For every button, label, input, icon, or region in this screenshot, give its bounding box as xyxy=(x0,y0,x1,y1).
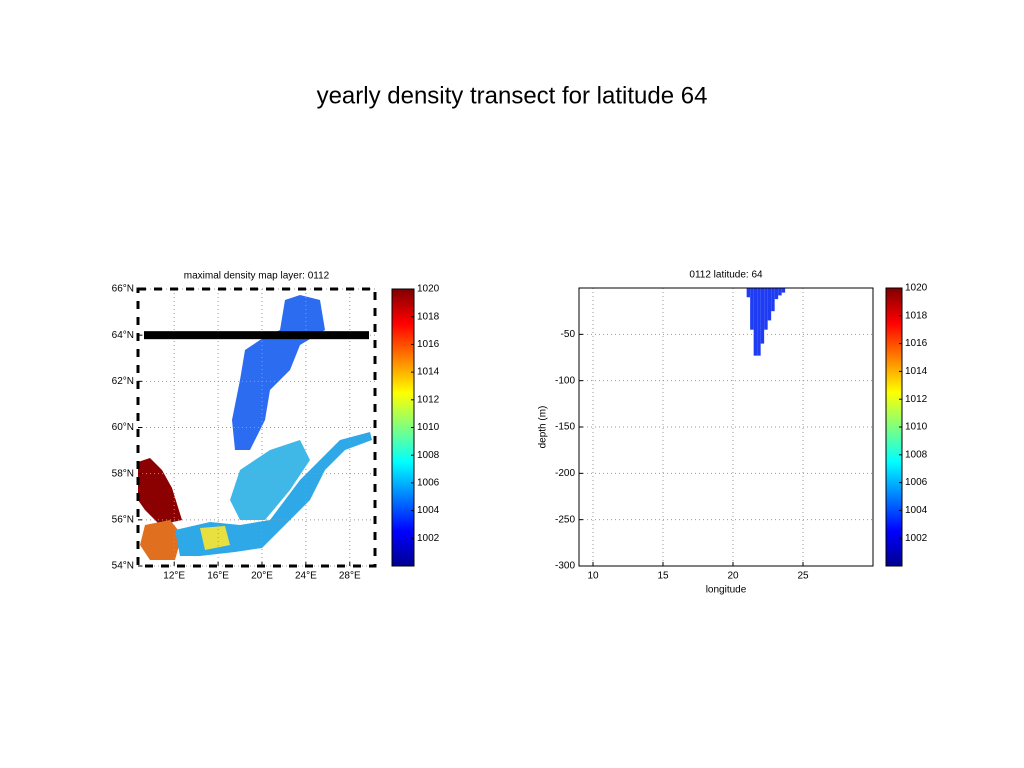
bar xyxy=(781,288,786,293)
colorbar-label: 1020 xyxy=(905,283,928,294)
y-tick-label: -200 xyxy=(555,468,575,479)
x-tick-label: 20°E xyxy=(251,571,273,582)
chart-title: maximal density map layer: 0112 xyxy=(184,271,330,282)
x-tick-label: 12°E xyxy=(163,571,185,582)
colorbar-label: 1018 xyxy=(905,310,928,321)
colorbar-label: 1018 xyxy=(417,311,440,322)
colorbar-label: 1002 xyxy=(905,533,928,544)
colorbar-label: 1010 xyxy=(905,422,928,433)
bar xyxy=(760,288,765,344)
colorbar-label: 1002 xyxy=(417,533,440,544)
bar xyxy=(753,288,758,356)
x-tick-label: 28°E xyxy=(339,571,361,582)
chart-title: 0112 latitude: 64 xyxy=(689,270,763,281)
y-axis-label: depth (m) xyxy=(538,406,549,449)
x-tick-label: 25 xyxy=(797,571,809,582)
x-tick-label: 16°E xyxy=(207,571,229,582)
y-tick-label: -250 xyxy=(555,514,575,525)
colorbar-label: 1020 xyxy=(417,284,440,295)
y-tick-label: 60°N xyxy=(112,422,134,433)
colorbar-label: 1012 xyxy=(905,394,928,405)
colorbar-label: 1008 xyxy=(417,450,440,461)
x-tick-label: 15 xyxy=(657,571,669,582)
colorbar-label: 1014 xyxy=(417,367,440,378)
y-tick-label: 64°N xyxy=(112,330,134,341)
colorbar-label: 1012 xyxy=(417,394,440,405)
bar xyxy=(764,288,768,330)
y-tick-label: 56°N xyxy=(112,514,134,525)
colorbar-label: 1004 xyxy=(905,505,928,516)
colorbar-label: 1004 xyxy=(417,505,440,516)
slide-title: yearly density transect for latitude 64 xyxy=(317,82,708,109)
y-tick-label: 62°N xyxy=(112,376,134,387)
colorbar-label: 1006 xyxy=(905,477,928,488)
y-tick-label: -100 xyxy=(555,375,575,386)
x-tick-label: 10 xyxy=(587,571,599,582)
map-frame xyxy=(136,287,377,568)
transect-line xyxy=(144,331,369,340)
y-tick-label: -50 xyxy=(561,329,576,340)
y-tick-label: -150 xyxy=(555,422,575,433)
bar xyxy=(771,288,775,312)
x-tick-label: 20 xyxy=(727,571,739,582)
bar xyxy=(746,288,751,298)
bar xyxy=(757,288,761,356)
colorbar-label: 1006 xyxy=(417,478,440,489)
colorbar xyxy=(391,288,415,567)
bar xyxy=(767,288,772,321)
colorbar-label: 1010 xyxy=(417,422,440,433)
x-tick-label: 24°E xyxy=(295,571,317,582)
y-tick-label: -300 xyxy=(555,561,575,572)
plot-frame xyxy=(578,287,874,567)
colorbar-label: 1016 xyxy=(905,338,928,349)
bar xyxy=(750,288,754,330)
bar xyxy=(774,288,779,300)
colorbar-label: 1008 xyxy=(905,449,928,460)
colorbar-label: 1016 xyxy=(417,339,440,350)
colorbar-label: 1014 xyxy=(905,366,928,377)
y-tick-label: 58°N xyxy=(112,468,134,479)
y-tick-label: 54°N xyxy=(112,561,134,572)
x-axis-label: longitude xyxy=(706,585,747,596)
y-tick-label: 66°N xyxy=(112,284,134,295)
bar xyxy=(778,288,782,296)
